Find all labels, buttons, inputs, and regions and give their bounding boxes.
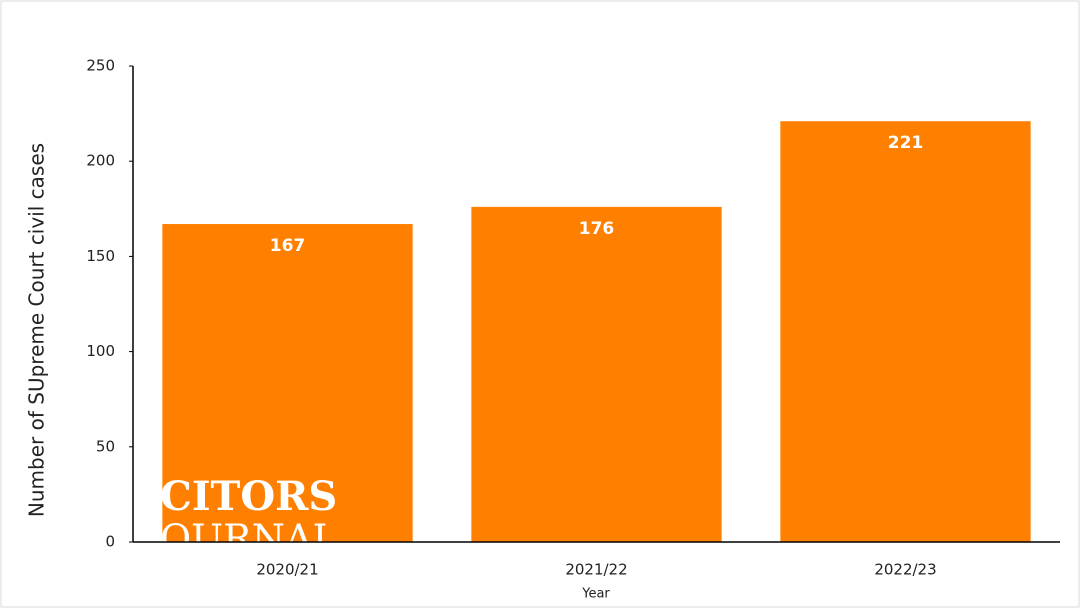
y-tick-label: 250 xyxy=(86,57,115,75)
y-tick-label: 200 xyxy=(86,152,115,170)
watermark: CITORS xyxy=(160,473,337,520)
y-tick-label: 0 xyxy=(105,533,115,551)
y-tick-label: 100 xyxy=(86,342,115,360)
x-tick-label: 2020/21 xyxy=(256,561,318,579)
watermark: OURNAL xyxy=(160,517,338,561)
bar xyxy=(471,206,722,542)
value-label: 221 xyxy=(888,133,924,153)
bar xyxy=(162,224,413,543)
y-tick-label: 50 xyxy=(96,437,115,455)
y-tick-label: 150 xyxy=(86,247,115,265)
x-axis-label: Year xyxy=(581,587,610,602)
bar xyxy=(780,121,1031,542)
y-axis-label: Number of SUpreme Court civil cases xyxy=(25,143,49,517)
value-label: 167 xyxy=(270,236,306,256)
value-label: 176 xyxy=(579,219,615,239)
x-tick-label: 2021/22 xyxy=(565,561,627,579)
x-tick-label: 2022/23 xyxy=(874,561,936,579)
